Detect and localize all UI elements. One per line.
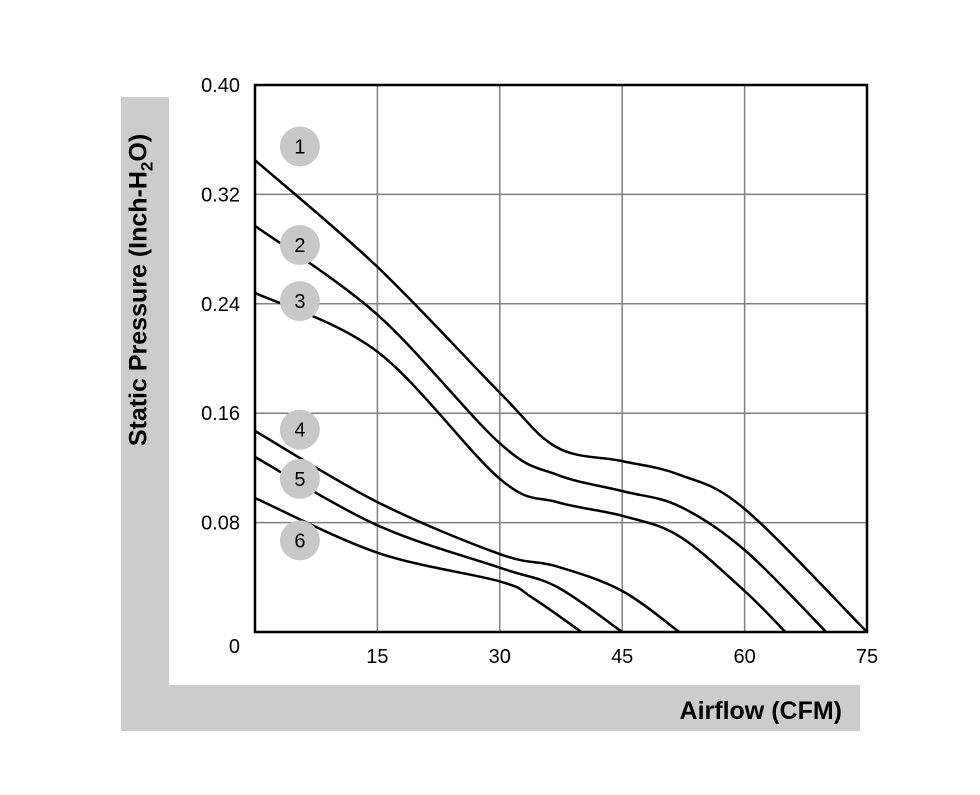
- series-badge-label-3: 3: [294, 291, 305, 313]
- series-line-2: [254, 224, 828, 633]
- x-tick-label: 15: [366, 646, 388, 668]
- series-line-4: [254, 429, 681, 634]
- plot-area: [255, 85, 867, 632]
- x-axis-label: Airflow (CFM): [679, 697, 842, 725]
- series-badge-1: [279, 126, 320, 167]
- series-badge-label-4: 4: [294, 420, 305, 442]
- y-tick-label: 0.32: [201, 184, 240, 206]
- series-badge-5: [279, 458, 320, 499]
- y-tick-label: 0.24: [201, 294, 240, 316]
- y-tick-label: 0.08: [201, 513, 240, 535]
- series-badge-label-6: 6: [294, 530, 305, 552]
- series-badge-label-1: 1: [294, 137, 305, 159]
- series-line-3: [254, 291, 787, 633]
- series-badge-6: [279, 520, 320, 561]
- series-badge-label-5: 5: [294, 469, 305, 491]
- y-tick-label: 0.40: [201, 75, 240, 97]
- series-badge-label-2: 2: [294, 235, 305, 257]
- axis-frame-left: [121, 97, 169, 731]
- y-tick-label: 0.16: [201, 403, 240, 425]
- axis-frame-bottom: [121, 685, 860, 731]
- series-badge-4: [279, 409, 320, 450]
- series-line-1: [254, 159, 868, 633]
- series-badge-3: [279, 281, 320, 322]
- series-line-5: [254, 455, 623, 634]
- x-tick-label: 45: [611, 646, 633, 668]
- series-badge-2: [279, 224, 320, 265]
- x-tick-label: 75: [856, 646, 878, 668]
- x-tick-label: 60: [733, 646, 755, 668]
- x-tick-label: 30: [489, 646, 511, 668]
- series-line-6: [254, 496, 583, 634]
- plot-border: [253, 83, 869, 634]
- origin-tick-label: 0: [229, 636, 240, 658]
